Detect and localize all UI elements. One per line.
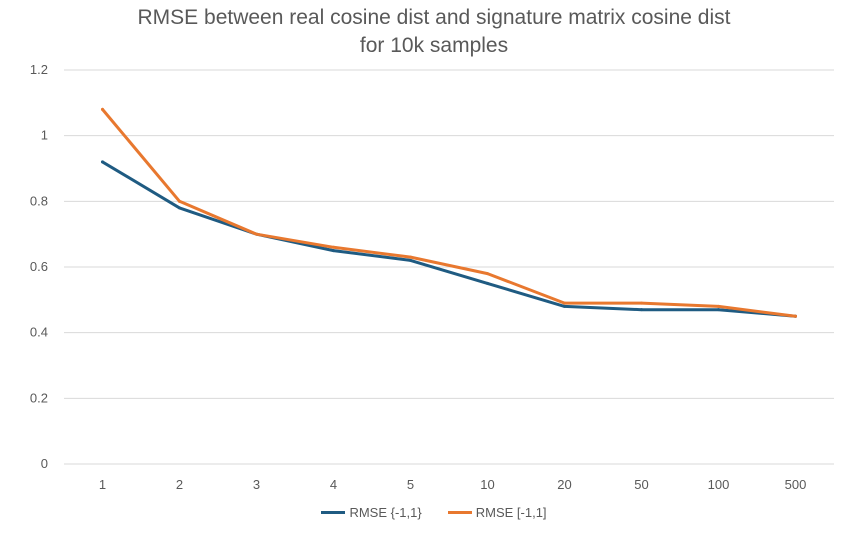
- data-point-series-2[interactable]: [178, 199, 181, 203]
- y-tick-label: 1.2: [30, 62, 48, 77]
- data-point-series-2[interactable]: [717, 304, 720, 308]
- x-tick-label: 50: [634, 477, 648, 492]
- chart-title-line-1: RMSE between real cosine dist and signat…: [137, 6, 731, 29]
- legend-item-series-2[interactable]: RMSE [-1,1]: [447, 505, 547, 520]
- chart-title: RMSE between real cosine dist and signat…: [0, 4, 868, 60]
- data-point-series-2[interactable]: [409, 255, 412, 259]
- data-point-series-2[interactable]: [255, 232, 258, 236]
- x-tick-label: 3: [253, 477, 260, 492]
- data-point-series-1[interactable]: [486, 281, 489, 285]
- data-point-series-1[interactable]: [409, 258, 412, 262]
- data-point-series-2[interactable]: [794, 314, 797, 318]
- data-point-series-2[interactable]: [332, 245, 335, 249]
- y-tick-label: 0: [41, 456, 48, 471]
- x-tick-label: 1: [99, 477, 106, 492]
- x-tick-label: 10: [480, 477, 494, 492]
- data-point-series-2[interactable]: [486, 272, 489, 276]
- gridlines: [64, 69, 834, 465]
- x-tick-label: 4: [330, 477, 337, 492]
- x-axis-tick-labels: 1 2 3 4 5 10 20 50 100 500: [99, 477, 806, 492]
- series-lines: [101, 107, 797, 318]
- series-line-1[interactable]: [101, 160, 797, 318]
- data-point-series-2[interactable]: [640, 301, 643, 305]
- legend-label-series-1: RMSE {-1,1}: [349, 505, 422, 520]
- y-tick-label: 0.2: [30, 390, 48, 405]
- chart-title-line-2: for 10k samples: [359, 34, 509, 57]
- series-line-2[interactable]: [101, 107, 797, 318]
- y-tick-label: 1: [41, 128, 48, 143]
- x-tick-label: 2: [176, 477, 183, 492]
- data-point-series-2[interactable]: [101, 107, 104, 111]
- y-tick-label: 0.6: [30, 259, 48, 274]
- legend-label-series-2: RMSE [-1,1]: [475, 505, 547, 520]
- data-point-series-1[interactable]: [101, 160, 104, 164]
- data-point-series-1[interactable]: [563, 304, 566, 308]
- legend-swatch-series-1: [321, 511, 346, 514]
- y-axis-tick-labels: 0 0.2 0.4 0.6 0.8 1 1.2: [30, 62, 48, 471]
- data-point-series-1[interactable]: [178, 206, 181, 210]
- legend: RMSE {-1,1} RMSE [-1,1]: [0, 505, 868, 520]
- data-point-series-1[interactable]: [332, 249, 335, 253]
- data-point-series-2[interactable]: [563, 301, 566, 305]
- y-tick-label: 0.8: [30, 193, 48, 208]
- y-tick-label: 0.4: [30, 325, 48, 340]
- data-point-series-1[interactable]: [640, 308, 643, 312]
- legend-item-series-1[interactable]: RMSE {-1,1}: [321, 505, 422, 520]
- x-tick-label: 5: [407, 477, 414, 492]
- x-tick-label: 20: [557, 477, 571, 492]
- x-tick-label: 500: [785, 477, 807, 492]
- legend-swatch-series-2: [447, 511, 472, 514]
- data-point-series-1[interactable]: [717, 308, 720, 312]
- x-tick-label: 100: [708, 477, 730, 492]
